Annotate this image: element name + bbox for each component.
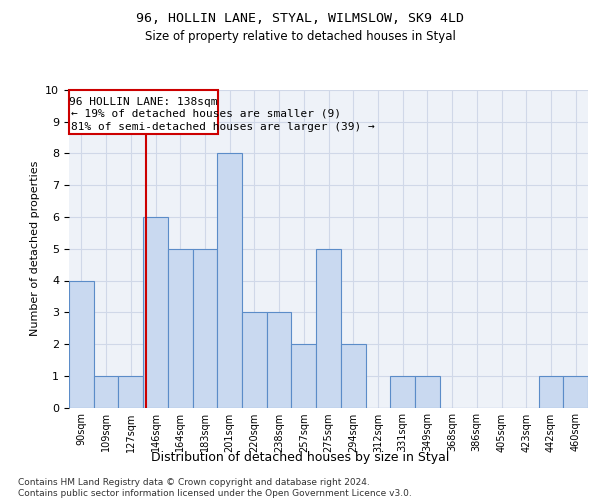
Bar xyxy=(292,344,316,408)
Bar xyxy=(217,154,242,408)
Bar xyxy=(118,376,143,408)
Bar xyxy=(267,312,292,408)
Text: 81% of semi-detached houses are larger (39) →: 81% of semi-detached houses are larger (… xyxy=(71,122,375,132)
Bar xyxy=(193,248,217,408)
Bar xyxy=(341,344,365,408)
Bar xyxy=(94,376,118,408)
Bar xyxy=(390,376,415,408)
Bar xyxy=(242,312,267,408)
Bar xyxy=(415,376,440,408)
Text: 96 HOLLIN LANE: 138sqm: 96 HOLLIN LANE: 138sqm xyxy=(70,96,218,106)
Text: Size of property relative to detached houses in Styal: Size of property relative to detached ho… xyxy=(145,30,455,43)
Bar xyxy=(168,248,193,408)
Bar xyxy=(539,376,563,408)
Bar xyxy=(563,376,588,408)
Bar xyxy=(316,248,341,408)
Text: 96, HOLLIN LANE, STYAL, WILMSLOW, SK9 4LD: 96, HOLLIN LANE, STYAL, WILMSLOW, SK9 4L… xyxy=(136,12,464,26)
Bar xyxy=(143,217,168,408)
FancyBboxPatch shape xyxy=(70,90,218,134)
Text: Contains HM Land Registry data © Crown copyright and database right 2024.
Contai: Contains HM Land Registry data © Crown c… xyxy=(18,478,412,498)
Text: ← 19% of detached houses are smaller (9): ← 19% of detached houses are smaller (9) xyxy=(71,108,341,118)
Bar xyxy=(69,280,94,407)
Y-axis label: Number of detached properties: Number of detached properties xyxy=(30,161,40,336)
Text: Distribution of detached houses by size in Styal: Distribution of detached houses by size … xyxy=(151,451,449,464)
